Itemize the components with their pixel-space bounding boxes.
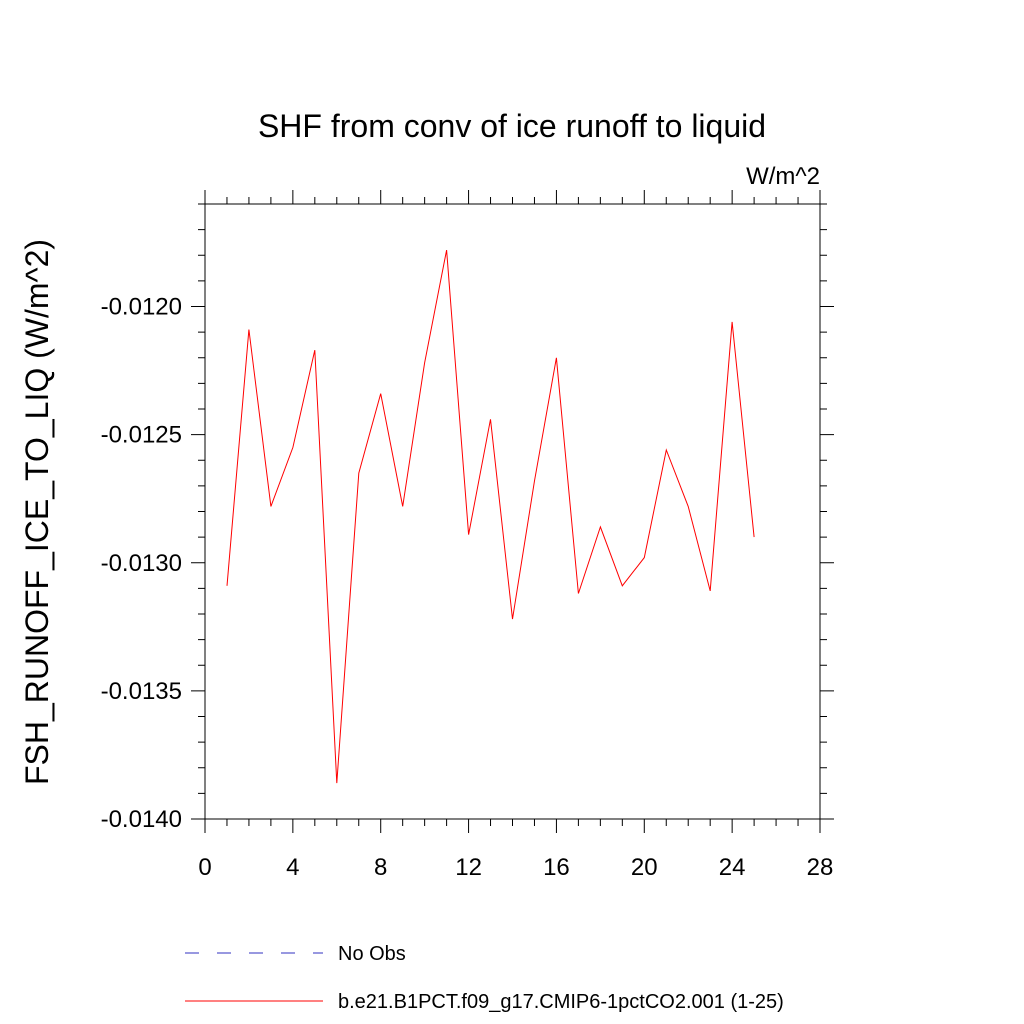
- y-tick-label: -0.0120: [101, 294, 182, 321]
- x-tick-label: 0: [198, 854, 211, 881]
- legend: No Obs b.e21.B1PCT.f09_g17.CMIP6-1pctCO2.…: [185, 943, 784, 1013]
- y-tick-labels: -0.0120 -0.0125 -0.0130 -0.0135 -0.0140: [101, 294, 182, 834]
- y-tick-label: -0.0125: [101, 422, 182, 449]
- y-tick-label: -0.0130: [101, 550, 182, 577]
- series-line: [226, 250, 755, 784]
- legend-label: b.e21.B1PCT.f09_g17.CMIP6-1pctCO2.001 (1…: [338, 991, 784, 1013]
- x-tick-label: 20: [631, 854, 658, 881]
- x-tick-label: 28: [807, 854, 834, 881]
- x-tick-label: 8: [374, 854, 387, 881]
- legend-label: No Obs: [338, 943, 406, 965]
- y-tick-label: -0.0135: [101, 678, 182, 705]
- x-tick-label: 24: [719, 854, 746, 881]
- data-lines: [226, 250, 755, 784]
- x-tick-label: 4: [286, 854, 299, 881]
- axis-ticks: [191, 190, 834, 833]
- y-axis-label: FSH_RUNOFF_ICE_TO_LIQ (W/m^2): [19, 239, 55, 785]
- y-tick-label: -0.0140: [101, 806, 182, 833]
- plot-frame: [204, 203, 821, 820]
- chart-title: SHF from conv of ice runoff to liquid: [258, 108, 766, 144]
- x-tick-labels: 0 4 8 12 16 20 24 28: [198, 854, 833, 881]
- units-label: W/m^2: [746, 163, 820, 190]
- x-tick-label: 12: [455, 854, 482, 881]
- x-tick-label: 16: [543, 854, 570, 881]
